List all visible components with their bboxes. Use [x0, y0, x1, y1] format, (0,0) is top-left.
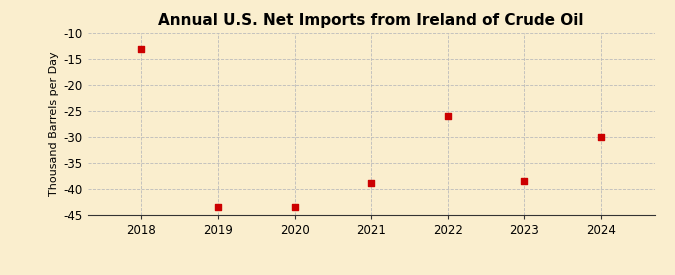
Point	[443, 114, 454, 118]
Title: Annual U.S. Net Imports from Ireland of Crude Oil: Annual U.S. Net Imports from Ireland of …	[159, 13, 584, 28]
Point	[289, 205, 300, 209]
Point	[366, 181, 377, 186]
Y-axis label: Thousand Barrels per Day: Thousand Barrels per Day	[49, 51, 59, 196]
Point	[136, 46, 146, 51]
Point	[213, 205, 223, 209]
Point	[519, 178, 530, 183]
Point	[596, 134, 607, 139]
